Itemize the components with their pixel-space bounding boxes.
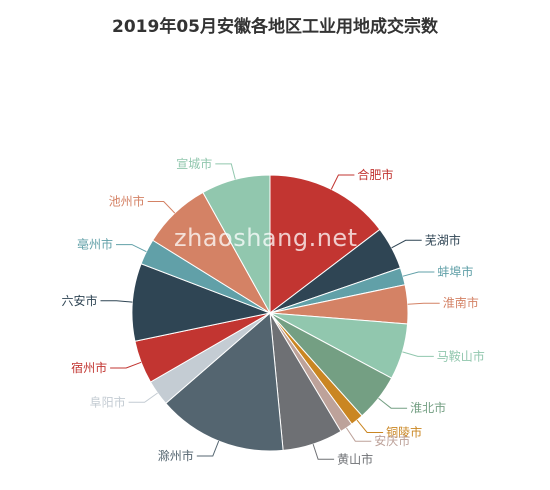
pie-slice[interactable] (202, 174, 271, 315)
chart-title: 2019年05月安徽各地区工业用地成交宗数 (112, 17, 438, 37)
pie-slices (131, 174, 409, 452)
slice-label: 宿州市 (71, 360, 107, 375)
leader-line (116, 244, 147, 253)
slice-label: 宣城市 (176, 156, 212, 171)
slice-label: 亳州市 (77, 237, 113, 252)
leader-line (147, 201, 176, 214)
leader-line (312, 443, 335, 460)
leader-line (196, 440, 220, 457)
leader-line (378, 397, 408, 409)
leader-line (391, 239, 422, 249)
label-leader-lines (100, 163, 440, 460)
slice-label: 黄山市 (337, 451, 373, 466)
leader-line (356, 419, 384, 433)
slice-label: 池州市 (109, 194, 145, 209)
leader-line (215, 163, 236, 180)
slice-label: 六安市 (61, 293, 97, 308)
pie-slice[interactable] (269, 174, 381, 315)
slice-label: 滁州市 (158, 448, 194, 463)
leader-line (128, 392, 158, 403)
slice-label: 芜湖市 (425, 232, 461, 247)
watermark-text: zhaoshang.net (174, 224, 358, 252)
slice-label: 马鞍山市 (437, 348, 485, 363)
slice-label: 阜阳市 (90, 394, 126, 409)
leader-line (402, 351, 434, 357)
slice-label: 合肥市 (357, 167, 393, 182)
slice-label: 安庆市 (374, 433, 410, 448)
leader-line (110, 361, 142, 369)
slice-label: 铜陵市 (386, 425, 422, 440)
leader-line (345, 427, 372, 442)
leader-line (407, 302, 440, 305)
slice-label: 淮南市 (443, 295, 479, 310)
slice-label: 蚌埠市 (437, 264, 473, 279)
slice-label: 淮北市 (410, 400, 446, 415)
leader-line (100, 300, 133, 303)
leader-line (402, 271, 435, 277)
pie-slice[interactable] (131, 263, 272, 342)
leader-line (330, 174, 355, 190)
